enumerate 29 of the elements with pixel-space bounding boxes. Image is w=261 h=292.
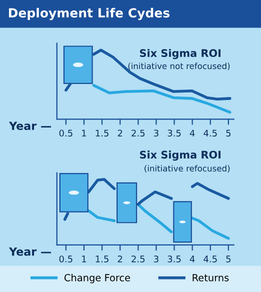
x-tick-label: 4.5 xyxy=(204,256,217,262)
chart-title: Six Sigma ROI xyxy=(140,150,221,161)
x-tick-label: 5 xyxy=(226,256,231,262)
x-tick-label: 0.5 xyxy=(59,130,72,137)
x-tick-label: 2.5 xyxy=(132,130,145,137)
x-tick-label: 4 xyxy=(190,256,195,262)
x-tick-label: 0.5 xyxy=(59,256,72,262)
x-tick-label: 3 xyxy=(154,256,158,262)
x-tick-label: 1 xyxy=(82,130,86,136)
x-tick-label: 3.5 xyxy=(168,256,181,262)
x-tick-label: 2.5 xyxy=(132,256,145,262)
x-tick-label: 2 xyxy=(118,256,122,262)
x-tick-label: 1.5 xyxy=(96,130,108,137)
x-tick-label: 5 xyxy=(226,130,231,137)
x-tick-label: 1 xyxy=(82,256,86,262)
text: (initiative not refocused) xyxy=(128,62,230,70)
x-tick-label: 4.5 xyxy=(204,130,217,137)
x-axis-title: Year — xyxy=(8,247,51,256)
text: Deployment Life Cydes xyxy=(8,8,170,20)
x-tick-label: 3 xyxy=(154,130,158,137)
legend-label: Change Force xyxy=(64,274,130,284)
legend-label: Returns xyxy=(192,274,229,282)
x-tick-label: 1.5 xyxy=(96,256,108,262)
chart-title: Six Sigma ROI xyxy=(140,48,221,60)
x-tick-label: 3.5 xyxy=(168,130,181,137)
x-tick-label: 4 xyxy=(190,130,195,136)
chart-subtitle: (initiative refocused) xyxy=(144,165,230,173)
x-tick-label: 2 xyxy=(118,130,122,136)
x-axis-title: Year — xyxy=(8,122,51,130)
